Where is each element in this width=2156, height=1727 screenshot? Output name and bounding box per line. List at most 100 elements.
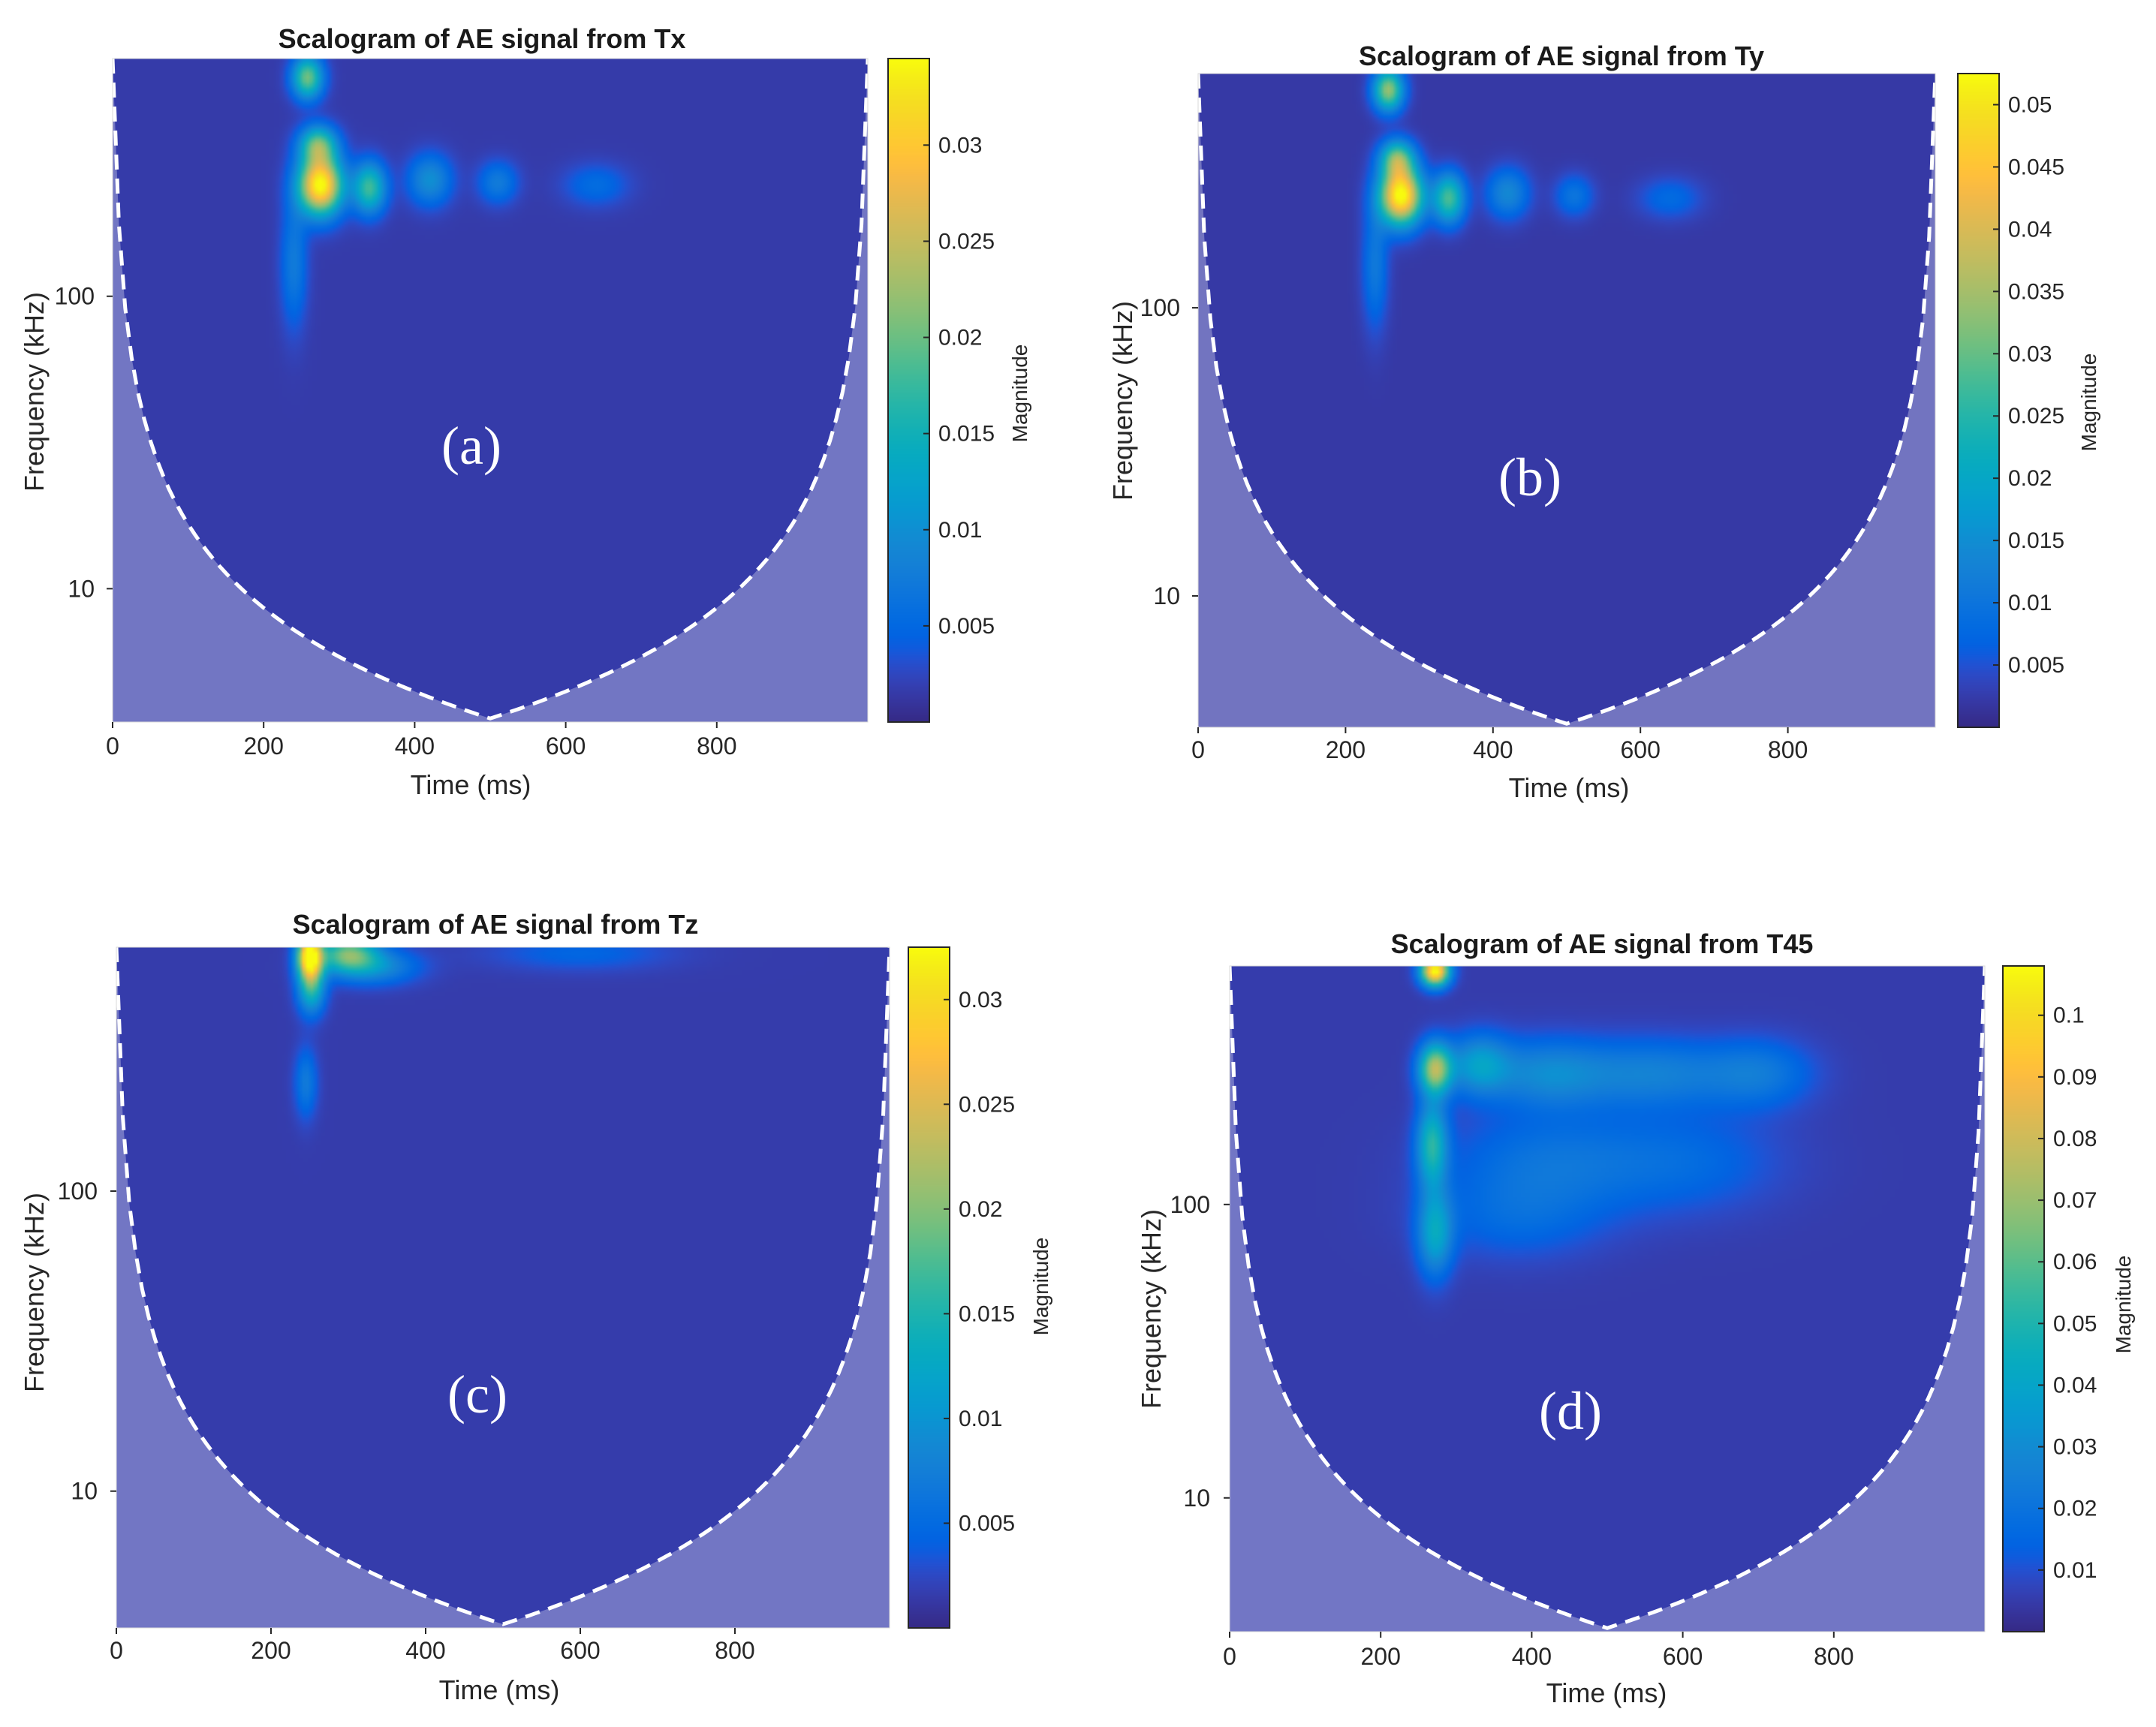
panel-b-colorbar-tick-label: 0.015	[2008, 528, 2064, 553]
panel-b-title: Scalogram of AE signal from Ty	[1359, 41, 1764, 71]
panel-a-plot-area	[110, 58, 870, 723]
panel-a-colorbar-tick-label: 0.015	[938, 422, 995, 447]
panel-b-plot-frame	[1197, 73, 1936, 728]
panel-a-title: Scalogram of AE signal from Tx	[279, 23, 686, 54]
panel-a-heatmap	[113, 59, 868, 722]
panel-d-title: Scalogram of AE signal from T45	[1391, 928, 1814, 959]
panel-d-x-tick-label: 800	[1814, 1643, 1853, 1670]
panel-b-colorbar-tick-label: 0.03	[2008, 341, 2052, 366]
panel-a-y-axis-label: Frequency (kHz)	[19, 292, 50, 492]
panel-b-y-tick-label: 100	[1140, 294, 1180, 321]
panel-b-colorbar-tick-label: 0.045	[2008, 155, 2064, 179]
panel-c-y-ticks: 10 100	[58, 1178, 116, 1505]
panel-d-colorbar-tick-label: 0.1	[2053, 1003, 2085, 1028]
panel-c-colorbar-tick-label: 0.01	[959, 1407, 1002, 1431]
panel-b-colorbar-tick-label: 0.05	[2008, 92, 2052, 117]
panel-b-x-tick-label: 200	[1326, 736, 1366, 763]
panel-d-x-ticks: 0 200 400 600 800	[1223, 1632, 1853, 1670]
panel-c-colorbar-tick-label: 0.02	[959, 1197, 1002, 1222]
panel-b-y-tick-label: 10	[1153, 582, 1180, 609]
panel-a-x-axis-label: Time (ms)	[411, 769, 531, 800]
panel-d-colorbar-tick-label: 0.03	[2053, 1435, 2097, 1460]
panel-a-colorbar: 0.005 0.01 0.015 0.02 0.025 0.03	[887, 58, 995, 723]
panel-a-x-tick-label: 400	[395, 733, 435, 760]
panel-d-x-tick-label: 200	[1361, 1643, 1401, 1670]
panel-c-x-tick-label: 600	[560, 1637, 600, 1664]
panel-a-x-tick-label: 600	[546, 733, 586, 760]
panel-c: Scalogram of AE signal from Tz 0 200 400 60…	[19, 909, 1052, 1705]
panel-b-y-ticks: 10 100	[1140, 294, 1198, 609]
panel-c-cone-of-influence	[116, 947, 890, 1628]
panel-a-colorbar-gradient	[888, 59, 929, 722]
panel-a-colorbar-frame	[887, 58, 930, 723]
panel-b-cone-boundary	[1196, 73, 1938, 726]
panel-b-x-tick-label: 800	[1768, 736, 1808, 763]
panel-c-cone-boundary	[114, 946, 892, 1626]
panel-a-y-ticks: 10 100	[55, 283, 113, 602]
panel-c-y-tick-label: 10	[71, 1478, 98, 1505]
panel-d-y-tick-label: 10	[1183, 1485, 1210, 1512]
panel-b-letter: (b)	[1498, 447, 1561, 507]
panel-c-colorbar-tick-label: 0.025	[959, 1092, 1015, 1117]
panel-b-colorbar: 0.005 0.01 0.015 0.02 0.025 0.03 0.035 0.04 0.04…	[1957, 73, 2064, 728]
panel-a-plot-frame	[112, 58, 869, 723]
panel-d-plot-area	[1227, 965, 1987, 1632]
panel-b-x-tick-label: 0	[1191, 736, 1205, 763]
panel-d-cone-of-influence	[1230, 966, 1985, 1632]
panel-b-x-axis-label: Time (ms)	[1509, 772, 1630, 803]
panel-a-y-tick-label: 100	[55, 283, 95, 310]
panel-a-colorbar-tick-label: 0.005	[938, 614, 995, 639]
panel-b-x-ticks: 0 200 400 600 800	[1191, 727, 1808, 763]
panel-b-plot-area	[1196, 73, 1938, 728]
panel-d-heatmap	[1230, 966, 1985, 1632]
panel-a-colorbar-tick-label: 0.02	[938, 326, 982, 351]
panel-b-colorbar-tick-label: 0.04	[2008, 217, 2052, 242]
panel-c-y-tick-label: 100	[58, 1178, 98, 1205]
panel-b: Scalogram of AE signal from Ty 0 200 400 60…	[1107, 41, 2100, 803]
panel-d-colorbar-tick-label: 0.06	[2053, 1250, 2097, 1274]
panel-c-colorbar-tick-label: 0.03	[959, 988, 1002, 1012]
panel-c-x-tick-label: 200	[251, 1637, 291, 1664]
panel-d-colorbar-tick-label: 0.05	[2053, 1311, 2097, 1336]
panel-c-x-ticks: 0 200 400 600 800	[110, 1628, 755, 1664]
panel-d-colorbar-frame	[2002, 965, 2045, 1632]
panel-a-cone-boundary	[110, 58, 870, 721]
panel-c-x-tick-label: 400	[405, 1637, 445, 1664]
panel-a-colorbar-tick-label: 0.01	[938, 518, 982, 543]
panel-d-y-axis-label: Frequency (kHz)	[1136, 1209, 1167, 1409]
panel-d-colorbar-tick-label: 0.09	[2053, 1065, 2097, 1090]
panel-d-x-tick-label: 400	[1512, 1643, 1552, 1670]
panel-a-x-tick-label: 800	[697, 733, 736, 760]
panel-d-plot-frame	[1229, 965, 1986, 1632]
panel-c-x-axis-label: Time (ms)	[439, 1674, 560, 1705]
panel-d-colorbar-tick-label: 0.01	[2053, 1558, 2097, 1583]
panel-c-colorbar-tick-label: 0.015	[959, 1301, 1015, 1326]
panel-b-y-axis-label: Frequency (kHz)	[1107, 301, 1138, 501]
panel-a-y-tick-label: 10	[68, 575, 95, 602]
panel-b-colorbar-tick-label: 0.02	[2008, 466, 2052, 491]
panel-b-x-tick-label: 400	[1473, 736, 1513, 763]
panel-d-letter: (d)	[1539, 1381, 1602, 1441]
panel-c-colorbar-gradient	[908, 947, 950, 1628]
panel-b-cone-of-influence	[1198, 74, 1935, 727]
panel-a-x-tick-label: 0	[106, 733, 119, 760]
panel-d-colorbar-tick-label: 0.04	[2053, 1373, 2097, 1398]
panel-b-heatmap	[1198, 74, 1935, 727]
panel-a-letter: (a)	[441, 416, 501, 476]
panel-b-colorbar-tick-label: 0.035	[2008, 279, 2064, 304]
panel-a-colorbar-label: Magnitude	[1008, 344, 1031, 443]
panel-b-colorbar-label: Magnitude	[2077, 354, 2100, 452]
panel-b-colorbar-tick-label: 0.01	[2008, 591, 2052, 615]
panel-d-x-tick-label: 600	[1663, 1643, 1703, 1670]
panel-c-colorbar-tick-label: 0.005	[959, 1511, 1015, 1536]
panel-c-colorbar-frame	[908, 946, 950, 1629]
panel-b-x-tick-label: 600	[1621, 736, 1661, 763]
panel-a-x-tick-label: 200	[244, 733, 284, 760]
panel-a-colorbar-tick-label: 0.03	[938, 133, 982, 158]
panel-d-colorbar-tick-label: 0.02	[2053, 1497, 2097, 1521]
panel-a-x-ticks: 0 200 400 600 800	[106, 722, 736, 760]
panel-a-colorbar-tick-label: 0.025	[938, 229, 995, 254]
panel-c-colorbar-label: Magnitude	[1029, 1238, 1052, 1336]
panel-c-x-tick-label: 800	[715, 1637, 754, 1664]
panel-d-colorbar-gradient	[2003, 966, 2044, 1632]
